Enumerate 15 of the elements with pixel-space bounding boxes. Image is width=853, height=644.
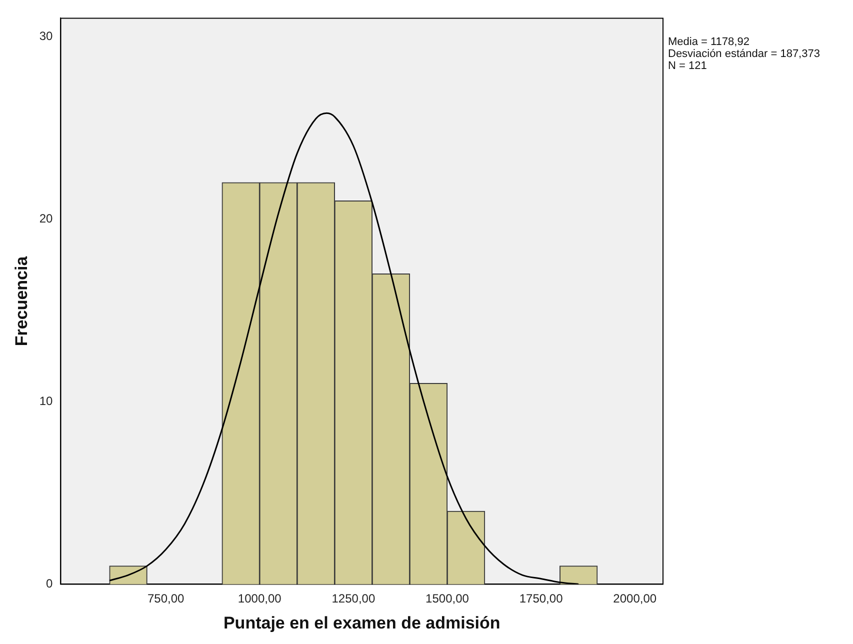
x-tick-label: 2000,00 [613,592,657,606]
y-tick-label: 0 [46,576,54,591]
y-axis-title: Frecuencia [12,256,31,346]
x-tick-label: 750,00 [147,592,184,606]
text: Desviación estándar = 187,373 [668,48,820,60]
x-tick-label: 1500,00 [426,592,470,606]
y-tick-label: 30 [39,28,54,43]
x-axis-title: Puntaje en el examen de admisión [223,613,500,632]
x-tick-label: 1250,00 [332,592,376,606]
y-tick-label: 20 [39,211,54,226]
x-tick-label: 1750,00 [519,592,564,606]
text: Media = 1178,92 [668,36,750,48]
y-tick-label: 10 [39,394,54,408]
x-tick-label: 1000,00 [238,592,282,606]
text: N = 121 [668,60,708,72]
